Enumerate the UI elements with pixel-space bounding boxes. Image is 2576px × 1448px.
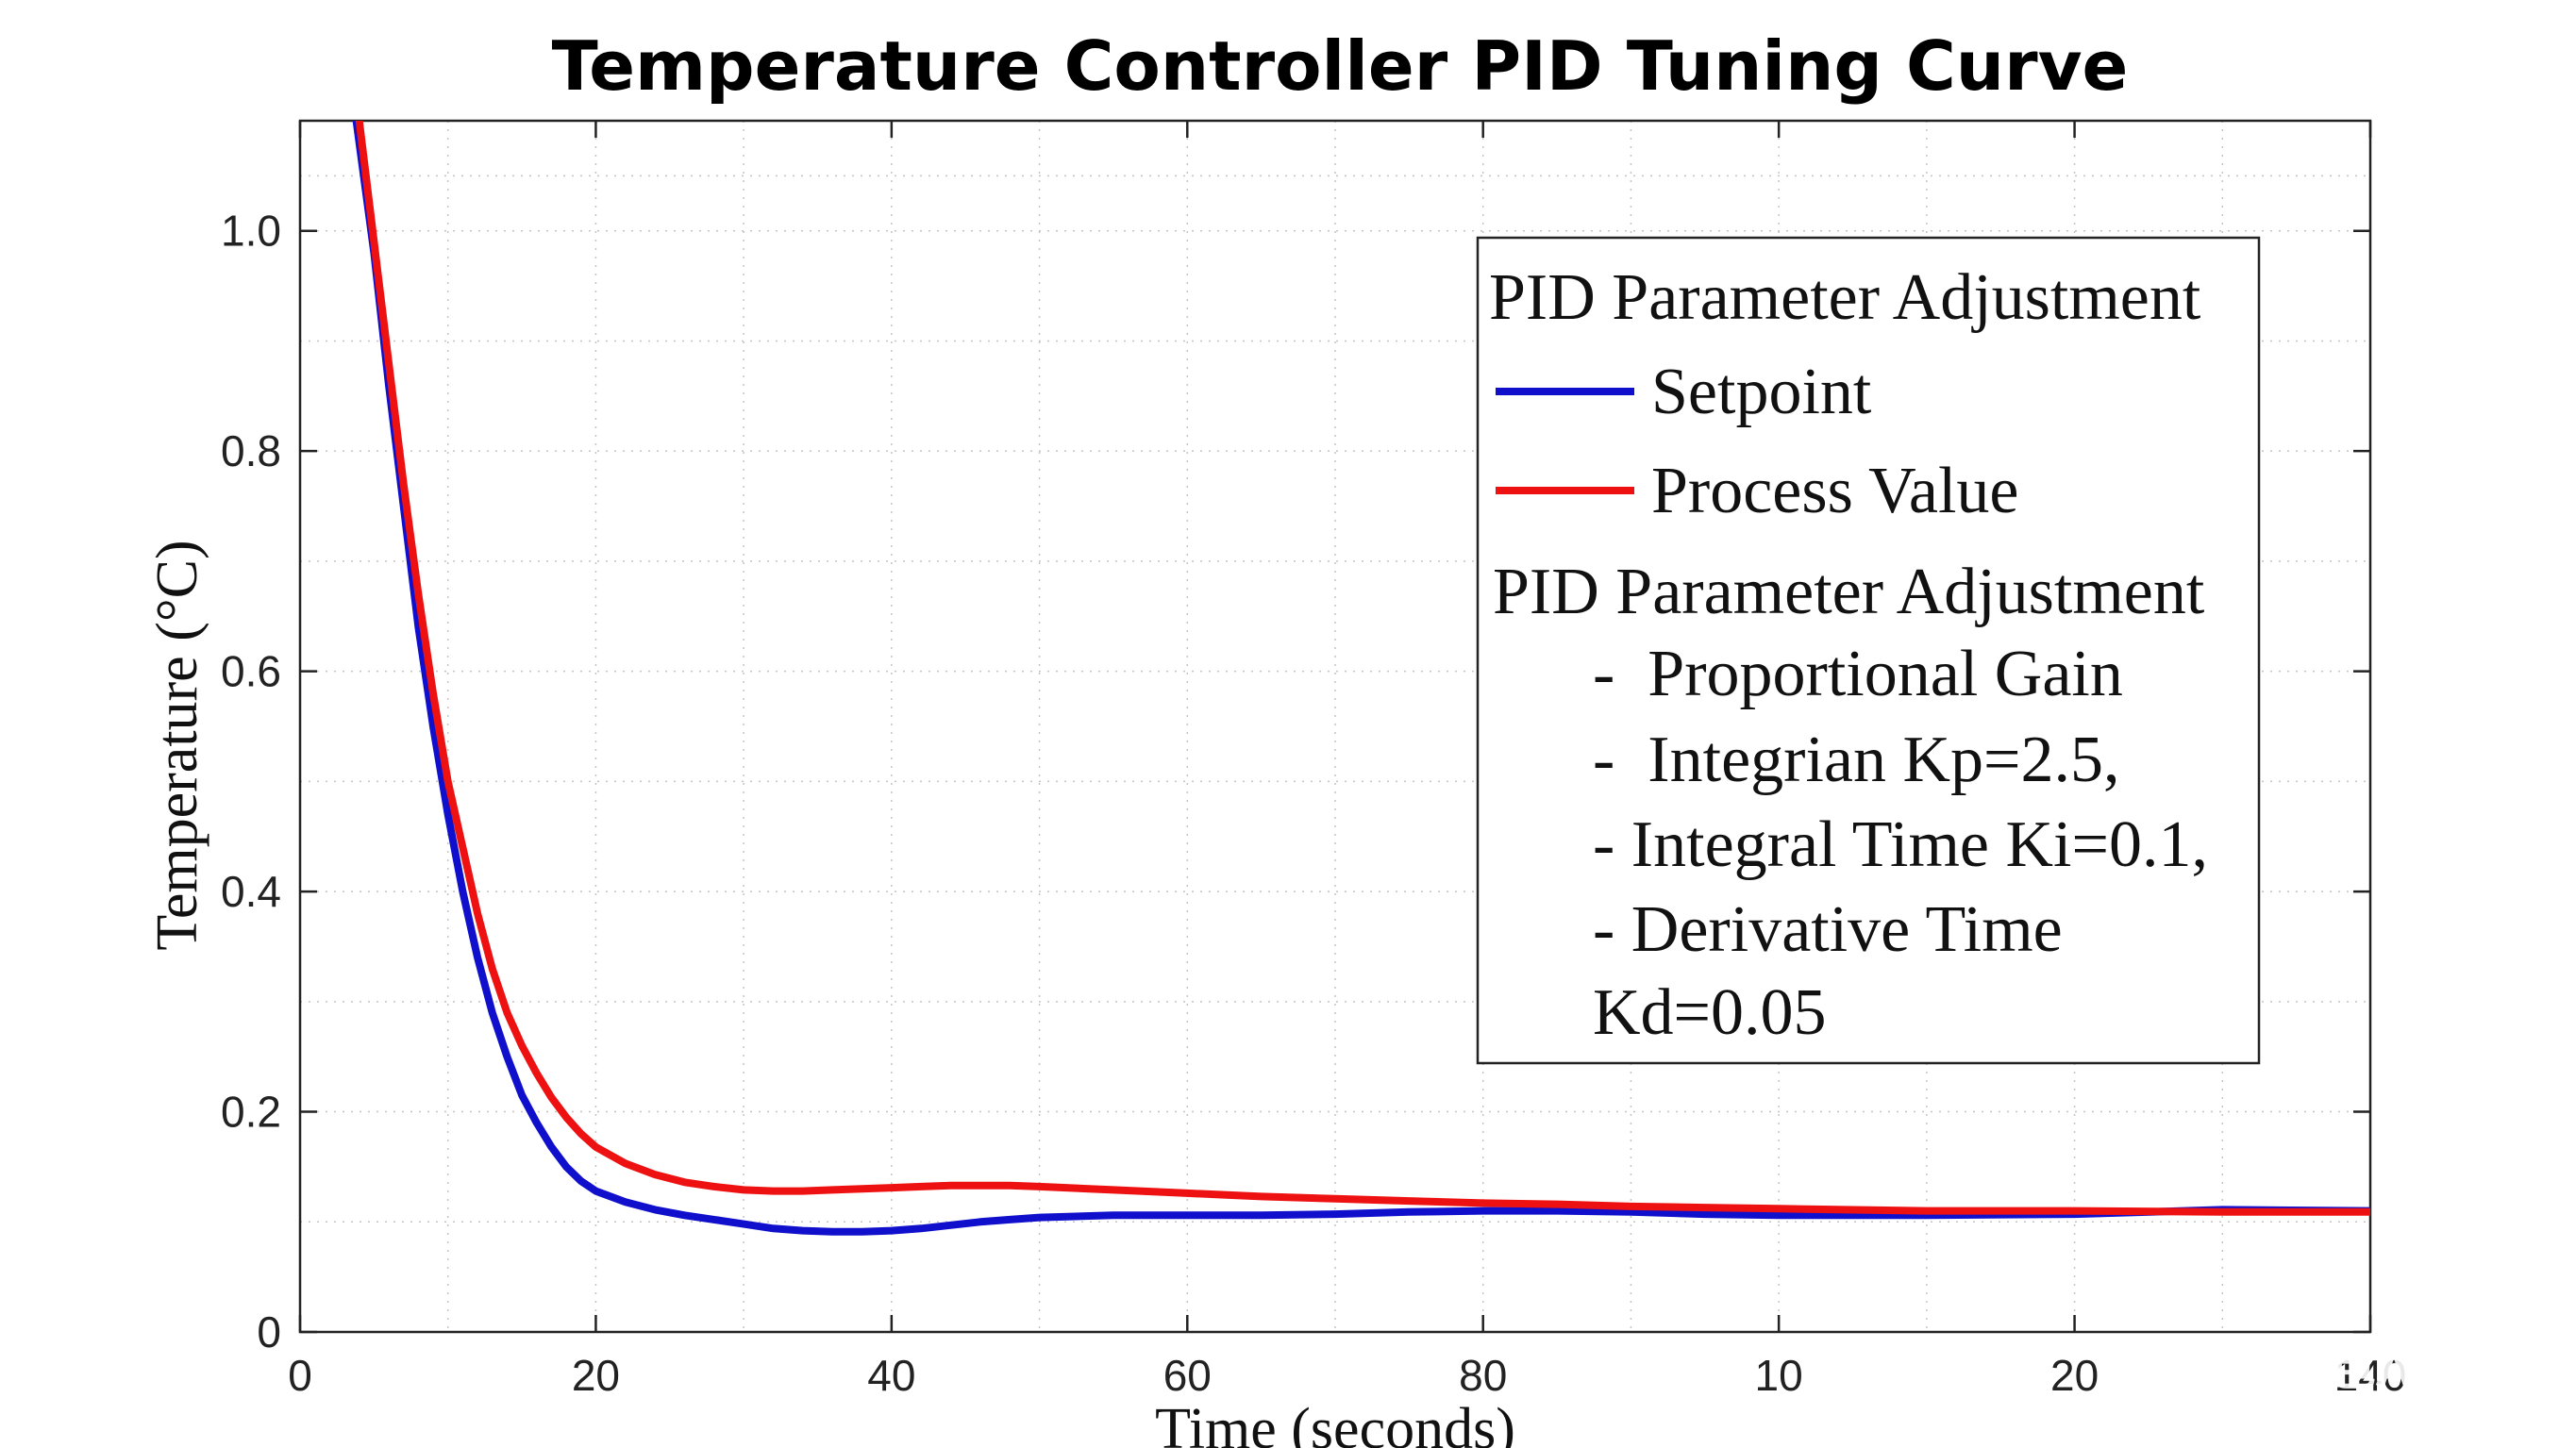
tick-marks	[298, 121, 2372, 1334]
legend-entry-setpoint: Setpoint	[1651, 356, 1872, 428]
x-tick-label: 140	[2334, 1351, 2407, 1400]
x-tick-label: 10	[1755, 1351, 1803, 1400]
x-tick-label: 60	[1163, 1351, 1212, 1400]
x-tick-label: 40	[867, 1351, 915, 1400]
legend-note-derivative-time: - Derivative Time	[1593, 893, 2063, 966]
x-tick-label: 20	[2050, 1351, 2099, 1400]
y-tick-label: 0.8	[221, 426, 281, 475]
series-line-setpoint	[352, 121, 2370, 1236]
legend-note-proportional-gain: - Proportional Gain	[1593, 638, 2123, 710]
y-tick-labels: 0 0.2 0.4 0.6 0.8 1.0	[221, 207, 281, 1356]
plot-frame	[298, 119, 2372, 1334]
y-tick-label: 0.6	[221, 647, 281, 696]
y-tick-label: 0	[257, 1307, 281, 1356]
legend-title: PID Parameter Adjustment	[1489, 261, 2201, 334]
series-line-process-value	[355, 121, 2370, 1216]
legend-note-heading: PID Parameter Adjustment	[1493, 556, 2205, 628]
chart-title: Temperature Controller PID Tuning Curve	[552, 26, 2129, 106]
x-tick-label: 0	[288, 1351, 312, 1400]
legend-note-ki: - Integral Time Ki=0.1,	[1593, 808, 2208, 881]
y-tick-label: 0.2	[221, 1088, 281, 1137]
x-tick-labels: 0 20 40 60 80 10 20 140	[288, 1351, 2406, 1400]
legend-box	[1476, 236, 2261, 1065]
y-tick-label: 0.4	[221, 867, 281, 916]
legend-note-kp: - Integrian Kp=2.5,	[1593, 724, 2120, 796]
y-axis-label: Temperature (°C)	[145, 540, 209, 950]
legend-note-kd: Kd=0.05	[1593, 976, 1827, 1049]
watermark: 豆包AI生成	[2282, 1341, 2524, 1396]
legend-entry-process-value: Process Value	[1651, 455, 2018, 527]
legend: PID Parameter Adjustment Setpoint Proces…	[1476, 236, 2261, 1065]
series-group	[352, 121, 2370, 1236]
x-tick-label: 80	[1459, 1351, 1507, 1400]
y-tick-label: 1.0	[221, 207, 281, 256]
x-tick-label: 20	[572, 1351, 620, 1400]
x-axis-label: Time (seconds)	[1155, 1397, 1515, 1448]
